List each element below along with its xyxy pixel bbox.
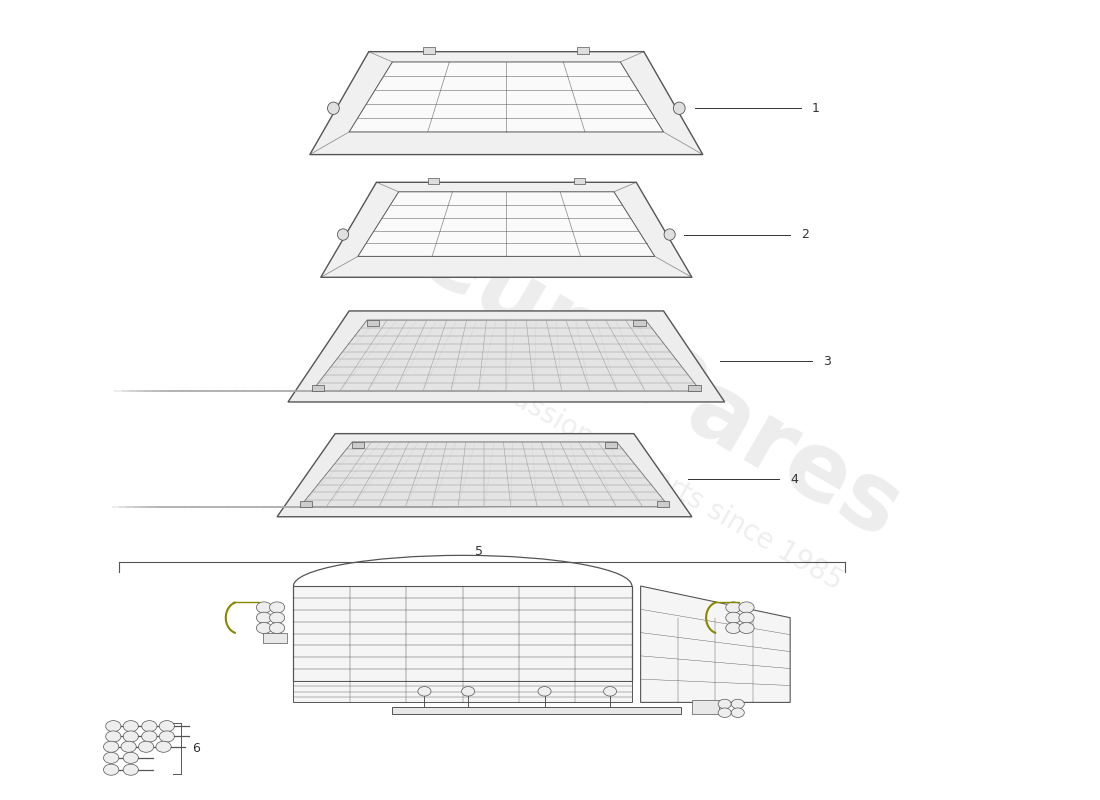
Circle shape [123,752,139,763]
Polygon shape [349,62,663,132]
Circle shape [103,752,119,763]
Text: euroPares: euroPares [403,210,916,559]
Bar [578,47,590,54]
Bar [352,442,364,448]
Bar [367,320,380,326]
Circle shape [160,721,175,732]
Ellipse shape [338,229,349,240]
Text: 2: 2 [801,228,808,241]
Circle shape [718,708,732,718]
Polygon shape [640,586,790,702]
Polygon shape [300,442,669,506]
Circle shape [256,622,272,634]
Bar [692,700,719,714]
Circle shape [103,742,119,752]
Bar [658,501,669,506]
Circle shape [726,602,741,613]
Polygon shape [321,182,692,278]
Text: 1: 1 [812,102,820,114]
Circle shape [103,764,119,775]
Bar [573,178,584,184]
Circle shape [732,708,745,718]
Polygon shape [277,434,692,517]
Circle shape [256,612,272,623]
Circle shape [732,699,745,709]
Bar [634,320,646,326]
Polygon shape [288,311,725,402]
Circle shape [123,721,139,732]
Circle shape [462,686,475,696]
Bar [312,385,324,391]
Bar [294,681,631,702]
Polygon shape [310,52,703,154]
Circle shape [270,602,285,613]
Bar [689,385,701,391]
Ellipse shape [328,102,339,114]
Text: 4: 4 [790,473,798,486]
Text: a passion for parts since 1985: a passion for parts since 1985 [471,362,848,596]
Circle shape [123,764,139,775]
Circle shape [156,742,172,752]
Bar [424,47,436,54]
Bar [428,178,439,184]
Circle shape [418,686,431,696]
Circle shape [718,699,732,709]
Polygon shape [358,192,654,256]
Ellipse shape [664,229,675,240]
Circle shape [123,731,139,742]
Polygon shape [312,320,701,391]
Circle shape [256,602,272,613]
Circle shape [739,612,755,623]
Circle shape [139,742,154,752]
Bar [300,501,311,506]
Circle shape [270,612,285,623]
Text: 5: 5 [475,545,483,558]
Bar [294,586,631,681]
Circle shape [106,721,121,732]
Circle shape [726,622,741,634]
Circle shape [270,622,285,634]
Circle shape [142,721,157,732]
Circle shape [538,686,551,696]
Ellipse shape [673,102,685,114]
Circle shape [121,742,136,752]
Text: 3: 3 [823,354,830,367]
Bar [263,633,287,643]
Bar [605,442,617,448]
Circle shape [726,612,741,623]
Circle shape [142,731,157,742]
Circle shape [160,731,175,742]
Text: 6: 6 [191,742,200,755]
Circle shape [739,622,755,634]
Circle shape [106,731,121,742]
Bar [392,707,681,714]
Circle shape [739,602,755,613]
Circle shape [604,686,617,696]
